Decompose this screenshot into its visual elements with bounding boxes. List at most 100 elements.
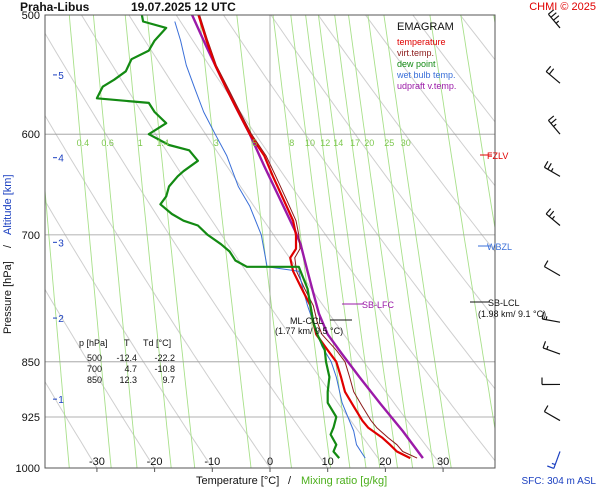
series-line-virt-temp: [199, 15, 418, 459]
mixing-ratio-line: [45, 184, 70, 468]
mixing-ratio-label: 20: [364, 138, 374, 148]
wind-barb-flag: [547, 465, 555, 469]
pressure-tick-label: 600: [22, 129, 40, 141]
wind-barb-staff: [544, 266, 561, 277]
temp-tick-label: -30: [89, 456, 105, 468]
wind-barb: [547, 115, 561, 135]
mixing-ratio-label: 10: [305, 138, 315, 148]
mixing-ratio-line: [305, 15, 367, 468]
mixing-ratio-line: [334, 15, 398, 468]
temp-tick-label: -10: [204, 456, 220, 468]
wind-barbs: [541, 9, 561, 469]
dry-adiabat-line: [412, 15, 495, 123]
wind-barb-flag: [553, 15, 560, 21]
wind-barb: [547, 9, 561, 29]
alt-tick-label: 4: [58, 154, 64, 165]
wind-barb-staff: [542, 347, 561, 355]
table-cell: 4.7: [124, 364, 137, 374]
mixing-ratio-line: [367, 15, 435, 468]
legend-item-virt-temp: virt.temp.: [397, 48, 434, 58]
mixing-ratio-label: 12: [320, 138, 330, 148]
x-axis-title-sep: /: [288, 475, 292, 487]
legend-item-wet-bulb: wet bulb temp.: [396, 70, 456, 80]
alt-tick-label: 1: [58, 395, 64, 406]
mixing-ratio-label: 0.6: [101, 138, 114, 148]
wind-barb: [541, 311, 561, 323]
wind-barb-flag: [543, 260, 549, 267]
legend-title: EMAGRAM: [397, 21, 454, 33]
table-cell: -10.8: [154, 364, 175, 374]
pressure-tick-label: 700: [22, 230, 40, 242]
wind-barb-flag: [548, 115, 555, 121]
wind-barb-staff: [547, 13, 561, 29]
y-axis-title-pressure: Pressure [hPa]: [2, 261, 14, 334]
wind-barb: [542, 341, 561, 355]
temp-tick-label: 0: [267, 456, 273, 468]
ml-ccl-label: ML-CCL: [290, 316, 324, 326]
table-cell: 9.7: [162, 375, 175, 385]
series-group: [95, 15, 424, 460]
table-cell: 850: [87, 375, 102, 385]
wind-barb-staff: [545, 71, 561, 84]
dry-adiabat-line: [45, 380, 98, 468]
table-cell: -12.4: [116, 353, 137, 363]
wind-barb-flag: [543, 405, 549, 412]
wind-barb: [547, 451, 561, 469]
table-cell: 500: [87, 353, 102, 363]
wind-barb-flag: [543, 160, 549, 168]
wind-barb: [543, 260, 561, 277]
wind-barb: [541, 377, 561, 386]
dry-adiabat-line: [45, 32, 329, 468]
wind-barb-halfflag: [551, 215, 555, 220]
pressure-tick-label: 1000: [16, 463, 40, 475]
wind-barb-flag: [548, 210, 555, 217]
alt-tick-label: 2: [58, 314, 64, 325]
table-header-p: p [hPa]: [79, 338, 108, 348]
wind-barb-staff: [547, 120, 561, 135]
mixing-ratio-line: [272, 15, 332, 468]
dry-adiabat-line: [317, 15, 495, 253]
dry-adiabat-line: [175, 15, 495, 462]
mixing-ratio-line: [429, 15, 495, 432]
x-axis-title-mix: Mixing ratio [g/kg]: [301, 475, 387, 487]
mixing-ratio-label: 17: [350, 138, 360, 148]
wind-barb-flag: [548, 68, 555, 75]
mixing-ratio-label: 14: [333, 138, 343, 148]
temp-tick-label: 10: [322, 456, 334, 468]
wind-barb: [545, 65, 561, 84]
wind-barb-halfflag: [555, 20, 560, 24]
wind-barb-staff: [544, 166, 561, 177]
wind-barb-staff: [542, 318, 561, 323]
dry-adiabat-line: [45, 199, 213, 468]
datetime-title: 19.07.2025 12 UTC: [131, 0, 236, 14]
mixing-ratio-line: [92, 15, 138, 468]
mixing-ratio-line: [348, 15, 414, 468]
y-axis-title-sep: /: [2, 244, 14, 248]
mixing-ratio-label: 5: [252, 138, 257, 148]
wind-barb-halfflag: [545, 316, 548, 320]
sfc-label: SFC: 304 m ASL: [522, 476, 597, 487]
wind-barb: [543, 405, 561, 422]
table-header-t: T: [124, 338, 130, 348]
mixing-ratio-line: [68, 15, 112, 468]
wind-barb-flag: [542, 341, 547, 349]
series-line-temperature: [197, 15, 411, 460]
mixing-ratio-label: 1: [138, 138, 143, 148]
series-line-dew-point: [95, 15, 341, 459]
legend-item-temperature: temperature: [397, 37, 446, 47]
copyright-text: CHMI © 2025: [529, 1, 596, 13]
mixing-ratio-line: [290, 15, 351, 468]
wind-barb-flag: [550, 12, 557, 18]
ml-ccl-detail: (1.77 km/ 9.5 °C): [275, 326, 343, 336]
legend-item-dew-point: dew point: [397, 59, 436, 69]
table-header-td: Td [°C]: [143, 338, 171, 348]
sb-lcl-label: SB-LCL: [488, 298, 520, 308]
mixing-ratio-label: 3: [214, 138, 219, 148]
mixing-ratio-label: 1.4: [156, 138, 169, 148]
wind-barb-staff: [544, 411, 561, 422]
series-line-wet-bulb-temp: [174, 21, 366, 459]
wind-barb: [543, 160, 561, 177]
wind-barb-flag: [545, 65, 552, 72]
plot-frame: [44, 14, 496, 469]
